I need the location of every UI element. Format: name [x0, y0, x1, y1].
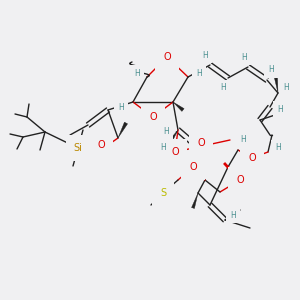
Text: O: O	[189, 162, 197, 172]
Polygon shape	[118, 122, 128, 138]
Text: H: H	[268, 65, 274, 74]
Text: H: H	[277, 104, 283, 113]
Text: H: H	[241, 52, 247, 62]
Text: O: O	[163, 52, 171, 62]
Text: H: H	[118, 103, 124, 112]
Text: H: H	[163, 128, 169, 136]
Polygon shape	[173, 102, 184, 111]
Text: O: O	[197, 138, 205, 148]
Text: H: H	[230, 211, 236, 220]
Text: O: O	[171, 147, 179, 157]
Text: S: S	[160, 188, 166, 198]
Text: H: H	[134, 68, 140, 77]
Polygon shape	[274, 78, 278, 93]
Polygon shape	[192, 166, 205, 180]
Text: H: H	[202, 50, 208, 59]
Text: O: O	[149, 112, 157, 122]
Text: H: H	[283, 83, 289, 92]
Text: H: H	[160, 143, 166, 152]
Polygon shape	[169, 130, 178, 143]
Text: H: H	[220, 83, 226, 92]
Text: O: O	[236, 175, 244, 185]
Text: H: H	[240, 136, 246, 145]
Text: O: O	[97, 140, 105, 150]
Text: H: H	[196, 70, 202, 79]
Text: H: H	[275, 143, 281, 152]
Polygon shape	[192, 193, 198, 208]
Text: Si: Si	[74, 143, 82, 153]
Text: O: O	[248, 153, 256, 163]
